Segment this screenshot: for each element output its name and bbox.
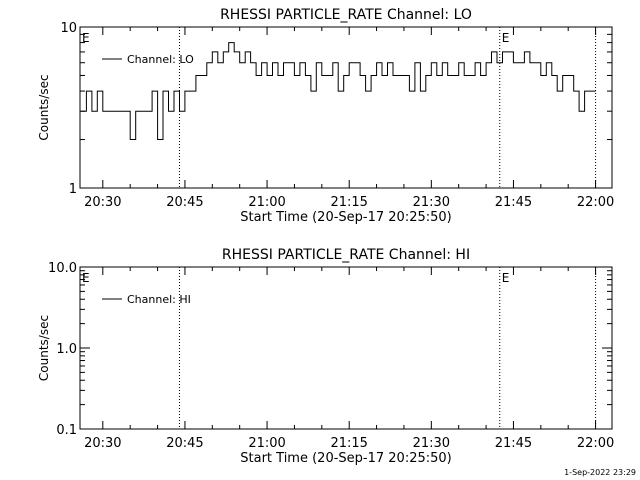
chart0-frame [79, 26, 613, 189]
chart0-xtick-label-1: 20:45 [166, 195, 203, 210]
chart0-ytick-label-1: 10 [60, 21, 77, 36]
chart1-frame [79, 266, 613, 430]
chart1-ylabel: Counts/sec [37, 315, 51, 381]
chart1-legend-label-0: Channel: HI [127, 293, 191, 306]
panel-hi: RHESSI PARTICLE_RATE Channel: HI Start Ti… [37, 247, 614, 466]
chart1-ytick-label-2: 10.0 [48, 261, 77, 276]
chart0-xtick-label-6: 22:00 [577, 195, 614, 210]
chart1-xtick-label-4: 21:30 [413, 436, 450, 451]
chart0-xlabel: Start Time (20-Sep-17 20:25:50) [240, 210, 451, 225]
chart1-xtick-label-6: 22:00 [577, 436, 614, 451]
chart1-ytick-label-1: 1.0 [56, 342, 77, 357]
chart1-xtick-label-5: 21:45 [495, 436, 532, 451]
chart0-xtick-label-5: 21:45 [495, 195, 532, 210]
chart0-ylabel: Counts/sec [37, 74, 51, 140]
chart1-title: RHESSI PARTICLE_RATE Channel: HI [222, 247, 470, 263]
chart1-xtick-label-1: 20:45 [166, 436, 203, 451]
chart0-legend-label-0: Channel: LO [127, 53, 194, 66]
chart1-ytick-label-0: 0.1 [56, 423, 77, 438]
chart0-corner-label-0: E [82, 31, 90, 45]
chart1-marker-label-1: E [502, 271, 510, 285]
footer-timestamp: 1-Sep-2022 23:29 [564, 468, 636, 477]
chart0-xtick-label-4: 21:30 [413, 195, 450, 210]
chart1-xtick-label-0: 20:30 [84, 436, 121, 451]
chart0-marker-label-1: E [502, 31, 510, 45]
chart0-title: RHESSI PARTICLE_RATE Channel: LO [220, 7, 472, 23]
chart1-xlabel: Start Time (20-Sep-17 20:25:50) [240, 451, 451, 466]
chart1-xtick-label-2: 21:00 [248, 436, 285, 451]
chart0-xtick-label-0: 20:30 [84, 195, 121, 210]
chart0-ytick-label-0: 1 [69, 182, 77, 197]
chart0-xtick-label-2: 21:00 [248, 195, 285, 210]
chart0-xtick-label-3: 21:15 [330, 195, 367, 210]
chart1-corner-label-0: E [82, 271, 90, 285]
chart1-xtick-label-3: 21:15 [330, 436, 367, 451]
chart0-series-0-line [80, 42, 596, 140]
panel-lo: RHESSI PARTICLE_RATE Channel: LO Start Ti… [37, 7, 614, 225]
